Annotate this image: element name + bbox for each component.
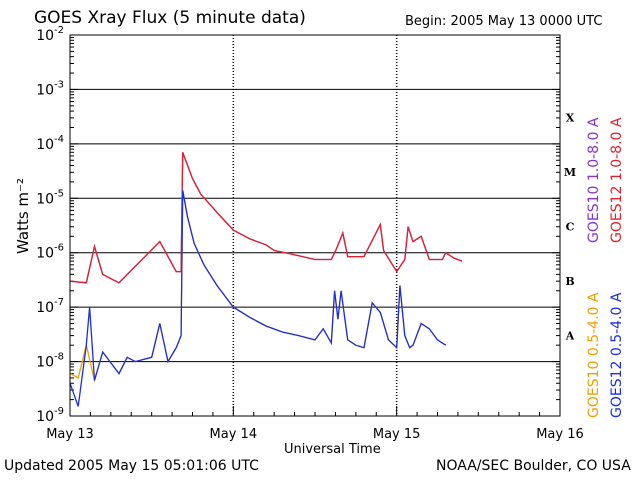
credit-text: NOAA/SEC Boulder, CO USA [436,458,631,474]
y-tick-label: 10-6 [36,243,64,262]
flare-class-label: X [566,112,575,125]
x-axis-title: Universal Time [284,442,381,457]
y-tick-label: 10-3 [36,79,64,98]
flare-class-label: A [565,329,575,342]
series-line [69,152,463,284]
y-tick-label: 10-9 [36,406,64,425]
legend-goes10-long: GOES10 1.0-8.0 A [586,117,602,243]
series-line [69,152,463,284]
updated-timestamp: Updated 2005 May 15 05:01:06 UTC [4,458,259,474]
x-tick-label: May 13 [46,427,94,442]
legend-goes12-long: GOES12 1.0-8.0 A [609,117,625,243]
series-line [69,190,447,407]
chart-title: GOES Xray Flux (5 minute data) [34,8,306,28]
x-tick-label: May 16 [536,427,584,442]
y-tick-label: 10-5 [36,188,64,207]
x-tick-label: May 14 [210,427,258,442]
legend-goes10-short: GOES10 0.5-4.0 A [586,292,602,418]
y-axis-title: Watts m⁻² [14,178,32,254]
flare-class-label: M [564,166,576,179]
y-tick-label: 10-2 [36,25,64,44]
legend-goes12-short: GOES12 0.5-4.0 A [609,292,625,418]
x-tick-label: May 15 [373,427,421,442]
flare-class-label: B [565,275,574,288]
series-line [69,190,447,383]
flare-class-label: C [566,221,575,234]
series-lines [69,152,463,407]
y-tick-label: 10-7 [36,297,64,316]
plot-frame [69,34,561,417]
begin-time: Begin: 2005 May 13 0000 UTC [405,14,603,29]
y-tick-label: 10-8 [36,352,64,371]
y-tick-label: 10-4 [36,134,64,153]
axis-labels: 10-9 10-8 10-7 10-6 10-5 10-4 10-3 10-2 May 13 Ma… [36,25,584,442]
grid [69,34,561,417]
